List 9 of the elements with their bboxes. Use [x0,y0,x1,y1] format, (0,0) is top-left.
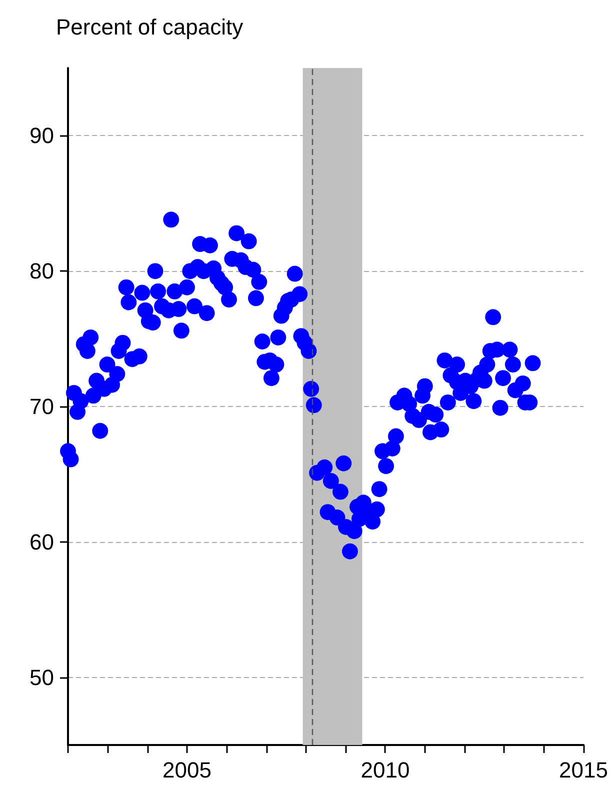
x-tick-label: 2005 [162,758,212,782]
y-tick-label: 60 [30,529,54,554]
x-tick-label: 2010 [360,758,410,782]
y-tick-label: 80 [30,258,54,284]
x-tick-label: 2015 [559,758,608,782]
y-tick-label: 70 [30,394,54,419]
y-tick-label: 90 [30,123,54,148]
y-axis-title: Percent of capacity [56,14,244,40]
y-tick-label: 50 [30,664,54,690]
